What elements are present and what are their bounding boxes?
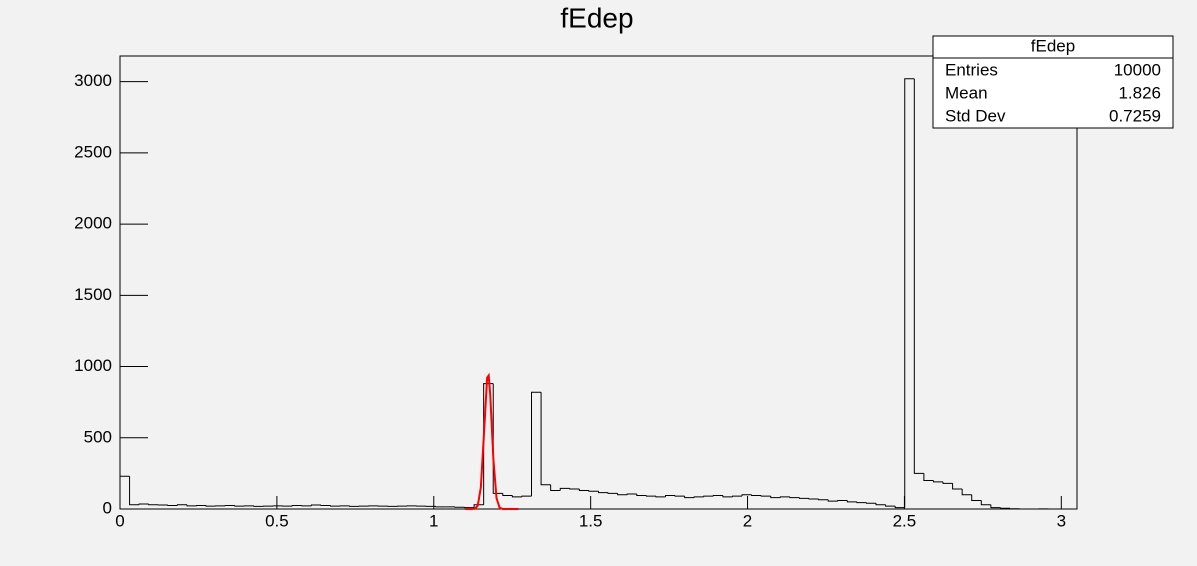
stats-label: Mean	[945, 83, 988, 102]
y-tick-label: 500	[84, 427, 112, 446]
histogram-bin	[349, 505, 360, 507]
histogram-bin	[875, 503, 886, 506]
y-tick-label: 2000	[74, 214, 112, 233]
histogram-bin	[865, 502, 877, 504]
y-tick-label: 3000	[74, 71, 112, 90]
histogram-bin	[827, 499, 838, 502]
histogram-bin	[885, 504, 896, 507]
x-tick-label: 1	[429, 511, 438, 530]
histogram-bin	[636, 494, 647, 496]
x-tick-label: 1.5	[579, 511, 603, 530]
histogram-bin	[952, 483, 963, 490]
histogram-bin	[693, 496, 704, 498]
stats-box	[932, 35, 1174, 129]
histogram-bin	[205, 505, 216, 507]
histogram-bin	[741, 494, 752, 497]
histogram-bin	[138, 503, 149, 505]
stats-value: 10000	[1114, 60, 1161, 79]
histogram-bin	[904, 78, 915, 508]
histogram-bin	[712, 494, 723, 497]
y-tick-label: 1500	[74, 285, 112, 304]
stats-title: fEdep	[1031, 36, 1075, 55]
histogram-bin	[846, 500, 857, 503]
histogram-bin	[913, 78, 924, 474]
histogram-bin	[502, 493, 513, 496]
histogram-bin	[645, 495, 656, 497]
histogram-bin	[731, 495, 743, 497]
y-tick-label: 2500	[74, 142, 112, 161]
histogram-bin	[588, 490, 599, 492]
stats-label: Entries	[945, 60, 998, 79]
histogram-bin	[722, 495, 733, 498]
histogram-bin	[521, 495, 532, 497]
y-tick-label: 1000	[74, 356, 112, 375]
histogram-bin	[664, 494, 676, 497]
histogram-bin	[148, 504, 159, 506]
histogram-bin	[818, 499, 829, 501]
histogram-bin	[176, 504, 187, 506]
histogram-bin	[894, 506, 905, 509]
histogram-bin	[473, 504, 484, 508]
histogram-bin	[531, 391, 542, 497]
histogram-bin	[607, 492, 618, 494]
histogram-bin	[578, 489, 589, 491]
histogram-bin	[923, 473, 934, 482]
stats-value: 1.826	[1118, 83, 1161, 102]
histogram-bin	[942, 481, 953, 484]
histogram-bin	[253, 505, 264, 507]
x-tick-label: 0	[115, 511, 124, 530]
histogram-bin	[569, 488, 580, 490]
histogram-bin	[990, 504, 1001, 509]
histogram-bin	[684, 496, 695, 499]
histogram-bin	[511, 495, 522, 498]
histogram-bin	[119, 475, 130, 509]
histogram-bin	[932, 480, 944, 483]
histogram-bin	[856, 501, 867, 504]
histogram-bin	[789, 496, 800, 499]
histogram-bin	[598, 491, 609, 494]
histogram-bin	[655, 496, 666, 498]
histogram-bin	[550, 484, 561, 491]
histogram-bin	[837, 499, 848, 502]
stats-value: 0.7259	[1109, 106, 1161, 125]
histogram-bin	[751, 494, 762, 496]
histogram-bin	[617, 493, 628, 496]
histogram-bin	[779, 496, 790, 498]
histogram-bin	[492, 383, 503, 494]
x-tick-label: 0.5	[265, 511, 289, 530]
histogram-bin	[626, 493, 637, 495]
histogram-bin	[980, 500, 991, 506]
histogram-bin	[798, 497, 810, 499]
histogram-bin	[330, 505, 341, 507]
fit-curve	[465, 372, 519, 510]
histogram-bin	[291, 504, 302, 507]
histogram-bin	[999, 507, 1011, 509]
histogram-bin	[703, 495, 714, 497]
plot-frame	[119, 55, 1078, 510]
histogram-bin	[186, 504, 197, 507]
histogram-bin	[770, 496, 781, 499]
x-tick-label: 3	[1057, 511, 1066, 530]
histogram-bin	[559, 487, 570, 491]
histogram-bin	[540, 392, 551, 486]
x-tick-label: 2	[743, 511, 752, 530]
histogram-bin	[971, 494, 982, 501]
histogram-bin	[310, 504, 321, 506]
y-tick-label: 0	[103, 498, 112, 517]
histogram-bin	[129, 476, 140, 506]
histogram-bin	[961, 489, 972, 496]
stats-label: Std Dev	[945, 106, 1006, 125]
histogram-bin	[808, 498, 819, 500]
chart-title: fEdep	[560, 2, 633, 33]
histogram-bin	[674, 495, 685, 497]
x-tick-label: 2.5	[893, 511, 917, 530]
histogram-bin	[234, 505, 245, 507]
histogram-bin	[760, 495, 771, 497]
